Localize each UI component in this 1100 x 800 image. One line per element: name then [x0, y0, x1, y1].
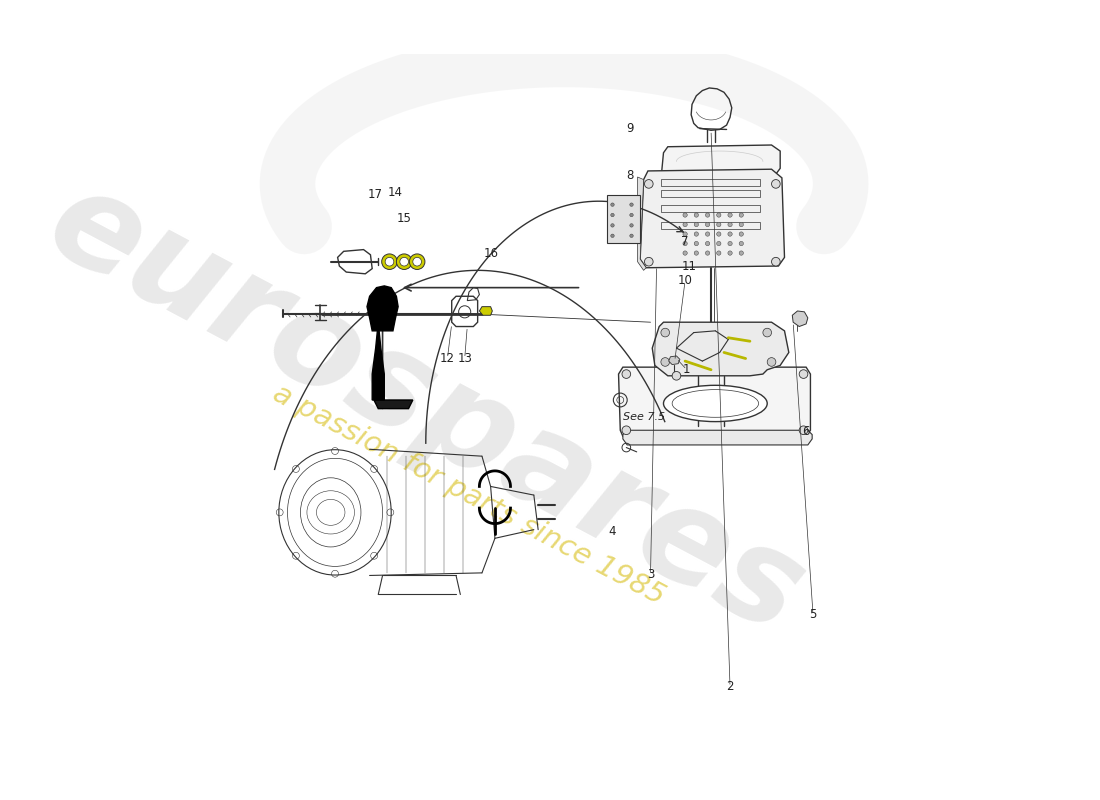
- Circle shape: [630, 224, 634, 227]
- Circle shape: [683, 242, 688, 246]
- Polygon shape: [638, 177, 646, 270]
- Circle shape: [728, 213, 733, 217]
- Circle shape: [694, 242, 698, 246]
- Polygon shape: [618, 367, 811, 436]
- Circle shape: [800, 426, 807, 434]
- Circle shape: [661, 358, 670, 366]
- Circle shape: [763, 328, 771, 337]
- Circle shape: [705, 242, 710, 246]
- Text: 1: 1: [683, 363, 691, 376]
- Text: 16: 16: [484, 246, 499, 259]
- Circle shape: [409, 254, 425, 270]
- Text: 10: 10: [678, 274, 693, 287]
- Circle shape: [610, 214, 614, 217]
- Circle shape: [630, 234, 634, 238]
- Text: eurospares: eurospares: [28, 157, 824, 661]
- Circle shape: [630, 214, 634, 217]
- Text: 13: 13: [458, 352, 472, 365]
- Circle shape: [739, 251, 744, 255]
- Circle shape: [683, 222, 688, 226]
- Circle shape: [767, 358, 775, 366]
- Circle shape: [728, 232, 733, 236]
- Bar: [661, 205, 760, 211]
- Circle shape: [672, 371, 681, 380]
- Bar: [661, 178, 760, 186]
- Bar: [661, 190, 760, 197]
- Circle shape: [645, 258, 653, 266]
- Circle shape: [621, 426, 630, 434]
- Text: 6: 6: [802, 426, 810, 438]
- Circle shape: [716, 232, 720, 236]
- Circle shape: [610, 234, 614, 238]
- Circle shape: [610, 224, 614, 227]
- Circle shape: [412, 258, 421, 266]
- Ellipse shape: [663, 386, 767, 422]
- Circle shape: [382, 254, 397, 270]
- Circle shape: [716, 251, 720, 255]
- Circle shape: [630, 203, 634, 206]
- Text: 7: 7: [681, 235, 689, 248]
- Text: 3: 3: [647, 568, 654, 581]
- Circle shape: [400, 258, 408, 266]
- Circle shape: [705, 251, 710, 255]
- Text: 15: 15: [397, 212, 411, 225]
- Polygon shape: [669, 356, 680, 365]
- Circle shape: [705, 222, 710, 226]
- Circle shape: [716, 213, 720, 217]
- Circle shape: [661, 328, 670, 337]
- Polygon shape: [662, 145, 780, 177]
- Text: See 7.5: See 7.5: [624, 412, 666, 422]
- Bar: [661, 222, 760, 229]
- Polygon shape: [623, 430, 812, 445]
- Polygon shape: [652, 322, 789, 376]
- Circle shape: [716, 242, 720, 246]
- Polygon shape: [640, 170, 784, 268]
- Circle shape: [645, 179, 653, 188]
- Circle shape: [739, 232, 744, 236]
- Text: 5: 5: [810, 608, 816, 621]
- FancyBboxPatch shape: [607, 195, 640, 242]
- Circle shape: [694, 251, 698, 255]
- Text: 4: 4: [608, 525, 616, 538]
- Text: 9: 9: [626, 122, 634, 135]
- Circle shape: [739, 242, 744, 246]
- Polygon shape: [372, 331, 384, 400]
- Circle shape: [771, 258, 780, 266]
- Circle shape: [694, 213, 698, 217]
- Circle shape: [728, 222, 733, 226]
- Circle shape: [683, 251, 688, 255]
- Text: a passion for parts since 1985: a passion for parts since 1985: [268, 379, 670, 610]
- Text: 14: 14: [388, 186, 403, 199]
- Text: 8: 8: [626, 169, 634, 182]
- Circle shape: [728, 242, 733, 246]
- Circle shape: [705, 232, 710, 236]
- Circle shape: [621, 370, 630, 378]
- Circle shape: [610, 203, 614, 206]
- Circle shape: [385, 258, 394, 266]
- Circle shape: [683, 232, 688, 236]
- Polygon shape: [367, 286, 398, 331]
- Polygon shape: [792, 311, 807, 326]
- Circle shape: [728, 251, 733, 255]
- Polygon shape: [480, 306, 493, 315]
- Circle shape: [739, 213, 744, 217]
- Circle shape: [694, 222, 698, 226]
- Circle shape: [396, 254, 412, 270]
- Text: 2: 2: [726, 681, 734, 694]
- Circle shape: [800, 370, 807, 378]
- Text: 11: 11: [682, 259, 697, 273]
- Circle shape: [716, 222, 720, 226]
- Polygon shape: [374, 400, 412, 409]
- Text: 17: 17: [368, 188, 383, 201]
- Circle shape: [771, 179, 780, 188]
- Circle shape: [694, 232, 698, 236]
- Text: 12: 12: [440, 352, 455, 365]
- Circle shape: [683, 213, 688, 217]
- Circle shape: [705, 213, 710, 217]
- Circle shape: [739, 222, 744, 226]
